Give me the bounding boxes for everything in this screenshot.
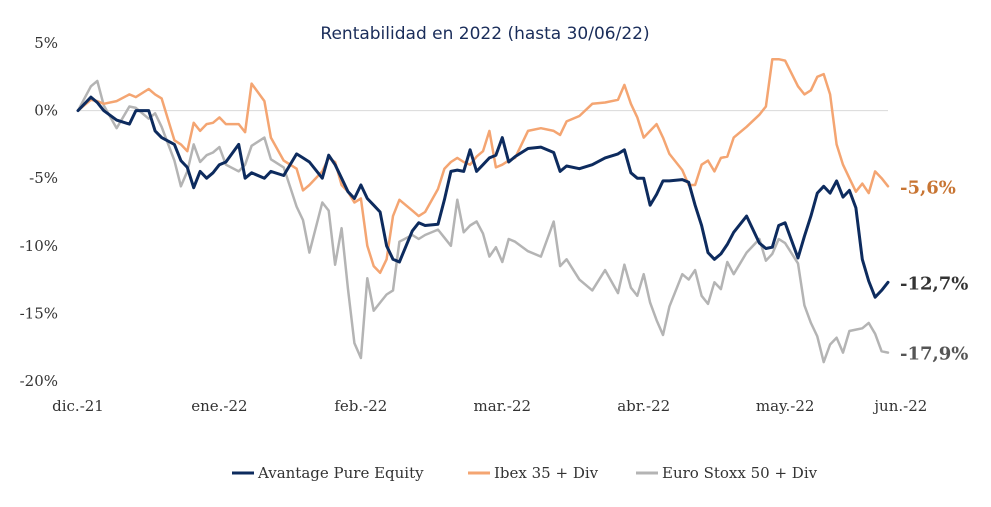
chart-title: Rentabilidad en 2022 (hasta 30/06/22) — [320, 24, 649, 44]
y-tick-label: -10% — [20, 237, 58, 255]
y-tick-label: -15% — [20, 304, 58, 322]
y-tick-label: 5% — [34, 34, 58, 52]
x-tick-label: may.-22 — [756, 397, 815, 415]
legend-label-2: Ibex 35 + Div — [494, 464, 599, 482]
x-tick-label: dic.-21 — [52, 397, 104, 415]
series-line-3 — [76, 79, 890, 364]
y-tick-label: -5% — [29, 169, 58, 187]
end-labels: -12,7% -5,6% -17,9% — [900, 177, 968, 364]
x-tick-label: mar.-22 — [473, 397, 531, 415]
legend: Avantage Pure Equity Ibex 35 + Div Euro St… — [232, 464, 818, 482]
x-tick-label: ene.-22 — [191, 397, 247, 415]
y-tick-label: -20% — [20, 372, 58, 390]
series-line-2 — [76, 57, 890, 275]
legend-label-1: Avantage Pure Equity — [257, 464, 424, 482]
x-tick-label: feb.-22 — [334, 397, 387, 415]
y-tick-label: 0% — [34, 102, 58, 120]
legend-label-3: Euro Stoxx 50 + Div — [662, 464, 818, 482]
x-tick-label: jun.-22 — [872, 397, 927, 415]
series-line-1 — [76, 95, 890, 299]
y-axis: 5% 0% -5% -10% -15% -20% — [20, 34, 58, 390]
series-layer — [76, 57, 890, 364]
x-tick-label: abr.-22 — [617, 397, 670, 415]
end-label-2: -5,6% — [900, 177, 956, 198]
x-axis: dic.-21 ene.-22 feb.-22 mar.-22 abr.-22 may.-… — [52, 397, 927, 415]
end-label-3: -17,9% — [900, 344, 968, 365]
end-label-1: -12,7% — [900, 273, 968, 294]
